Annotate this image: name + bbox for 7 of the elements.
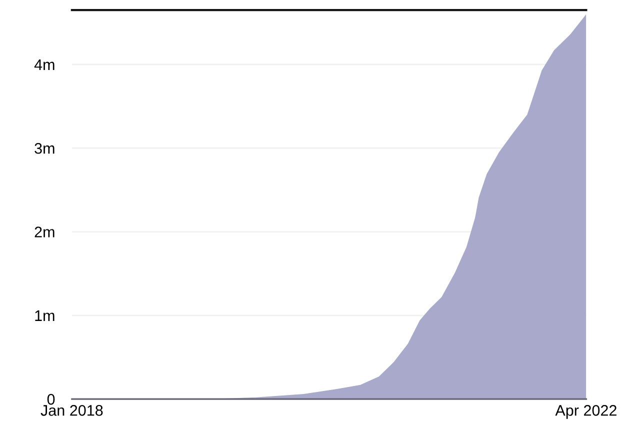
y-tick-label: 3m xyxy=(34,142,54,154)
y-tick-label: 1m xyxy=(35,310,54,321)
x-tick-label: Jan 2018 xyxy=(40,405,103,416)
y-tick-label: 0 xyxy=(47,394,55,405)
y-tick-label: 2m xyxy=(34,226,54,238)
y-tick-label: 4m xyxy=(34,59,54,70)
x-tick-label: Apr 2022 xyxy=(555,405,616,419)
